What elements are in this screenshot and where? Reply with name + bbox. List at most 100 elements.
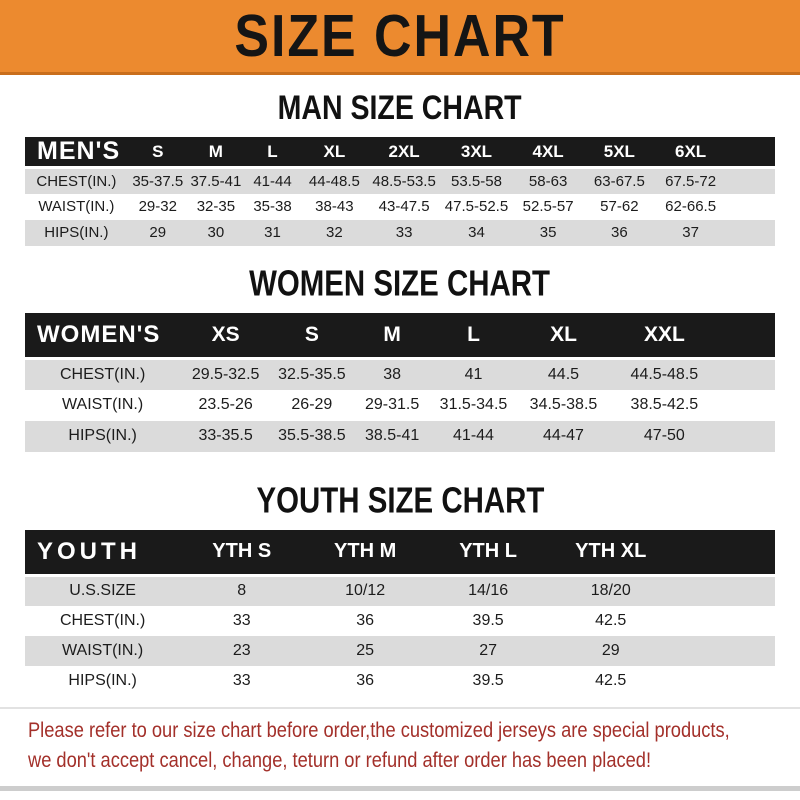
size-value-cell: 57-62 (583, 193, 655, 220)
size-value-cell: 41 (431, 358, 516, 390)
banner-title: SIZE CHART (234, 2, 566, 70)
row-label: CHEST(IN.) (25, 358, 181, 390)
size-value-cell: 27 (427, 635, 550, 666)
size-value-cell: 44.5-48.5 (611, 358, 718, 390)
table-row: HIPS(IN.) 33 36 39.5 42.5 (25, 665, 775, 696)
size-col-header: YTH L (427, 529, 550, 577)
man-size-chart-heading: MAN SIZE CHART (277, 87, 523, 128)
youth-table-title: YOUTH (25, 529, 181, 577)
size-col-header: XL (301, 137, 368, 169)
size-value-cell: 38-43 (301, 193, 368, 220)
row-label: HIPS(IN.) (25, 219, 128, 246)
youth-size-chart-heading: YOUTH SIZE CHART (256, 479, 544, 520)
row-label: HIPS(IN.) (25, 665, 181, 696)
size-col-header: 2XL (367, 137, 441, 169)
size-col-header: L (431, 312, 516, 360)
size-chart-banner: SIZE CHART (0, 0, 800, 75)
size-value-cell: 23.5-26 (180, 389, 271, 421)
size-value-cell: 48.5-53.5 (367, 167, 441, 194)
spacer-cell (672, 605, 775, 636)
size-value-cell: 37.5-41 (187, 167, 244, 194)
spacer-cell (726, 167, 775, 194)
spacer-cell (726, 137, 775, 169)
size-value-cell: 35-37.5 (127, 167, 188, 194)
women-size-chart-heading: WOMEN SIZE CHART (249, 262, 551, 303)
spacer-cell (717, 358, 775, 390)
size-value-cell: 42.5 (549, 665, 673, 696)
size-value-cell: 37 (654, 219, 727, 246)
size-col-header: XS (180, 312, 271, 360)
size-value-cell: 29.5-32.5 (180, 358, 271, 390)
size-value-cell: 29-32 (127, 193, 188, 220)
mens-table-title: MEN'S (25, 137, 128, 169)
size-value-cell: 35 (512, 219, 584, 246)
size-col-header: YTH M (303, 529, 427, 577)
row-label: U.S.SIZE (25, 575, 181, 606)
bottom-border-strip (0, 785, 800, 791)
size-col-header: 6XL (654, 137, 727, 169)
size-value-cell: 23 (180, 635, 304, 666)
size-col-header: L (244, 137, 301, 169)
size-col-header: 5XL (583, 137, 655, 169)
size-col-header: 4XL (512, 137, 584, 169)
table-row: CHEST(IN.) 29.5-32.5 32.5-35.5 38 41 44.… (25, 358, 775, 390)
mens-header-row: MEN'S S M L XL 2XL 3XL 4XL 5XL 6XL (25, 137, 775, 169)
size-value-cell: 38.5-41 (352, 420, 432, 452)
size-value-cell: 58-63 (512, 167, 584, 194)
size-value-cell: 47-50 (611, 420, 718, 452)
size-value-cell: 32 (301, 219, 368, 246)
table-row: HIPS(IN.) 33-35.5 35.5-38.5 38.5-41 41-4… (25, 420, 775, 452)
table-row: U.S.SIZE 8 10/12 14/16 18/20 (25, 575, 775, 606)
size-value-cell: 26-29 (271, 389, 353, 421)
size-value-cell: 36 (583, 219, 655, 246)
size-value-cell: 41-44 (431, 420, 516, 452)
table-row: HIPS(IN.) 29 30 31 32 33 34 35 36 37 (25, 219, 775, 246)
size-value-cell: 33-35.5 (180, 420, 271, 452)
size-value-cell: 53.5-58 (440, 167, 513, 194)
size-value-cell: 25 (303, 635, 427, 666)
size-col-header: M (352, 312, 432, 360)
size-value-cell: 35.5-38.5 (271, 420, 353, 452)
size-value-cell: 47.5-52.5 (440, 193, 513, 220)
table-row: CHEST(IN.) 33 36 39.5 42.5 (25, 605, 775, 636)
size-value-cell: 31.5-34.5 (431, 389, 516, 421)
spacer-cell (726, 219, 775, 246)
size-value-cell: 10/12 (303, 575, 427, 606)
table-row: CHEST(IN.) 35-37.5 37.5-41 41-44 44-48.5… (25, 167, 775, 194)
size-value-cell: 8 (180, 575, 304, 606)
mens-size-table: MEN'S S M L XL 2XL 3XL 4XL 5XL 6XL CHEST… (25, 137, 775, 246)
row-label: WAIST(IN.) (25, 635, 181, 666)
womens-header-row: WOMEN'S XS S M L XL XXL (25, 312, 775, 360)
size-col-header: YTH S (180, 529, 304, 577)
womens-table-title: WOMEN'S (25, 312, 181, 360)
size-col-header: XXL (611, 312, 718, 360)
notice-line-2: we don't accept cancel, change, teturn o… (28, 748, 652, 772)
row-label: HIPS(IN.) (25, 420, 181, 452)
table-row: WAIST(IN.) 23.5-26 26-29 29-31.5 31.5-34… (25, 389, 775, 421)
size-value-cell: 31 (244, 219, 301, 246)
size-value-cell: 32.5-35.5 (271, 358, 353, 390)
size-value-cell: 33 (367, 219, 441, 246)
size-value-cell: 63-67.5 (583, 167, 655, 194)
size-value-cell: 29 (127, 219, 188, 246)
spacer-cell (672, 529, 775, 577)
row-label: CHEST(IN.) (25, 167, 128, 194)
size-value-cell: 43-47.5 (367, 193, 441, 220)
size-col-header: S (271, 312, 353, 360)
size-value-cell: 52.5-57 (512, 193, 584, 220)
spacer-cell (717, 389, 775, 421)
size-value-cell: 36 (303, 605, 427, 636)
size-value-cell: 33 (180, 605, 304, 636)
size-value-cell: 44.5 (515, 358, 612, 390)
size-col-header: YTH XL (549, 529, 673, 577)
table-row: WAIST(IN.) 29-32 32-35 35-38 38-43 43-47… (25, 193, 775, 220)
size-value-cell: 39.5 (427, 665, 550, 696)
spacer-cell (726, 193, 775, 220)
order-notice: Please refer to our size chart before or… (0, 706, 800, 782)
size-value-cell: 38.5-42.5 (611, 389, 718, 421)
notice-line-1: Please refer to our size chart before or… (28, 718, 730, 742)
size-value-cell: 38 (352, 358, 432, 390)
spacer-cell (717, 420, 775, 452)
size-col-header: M (187, 137, 244, 169)
